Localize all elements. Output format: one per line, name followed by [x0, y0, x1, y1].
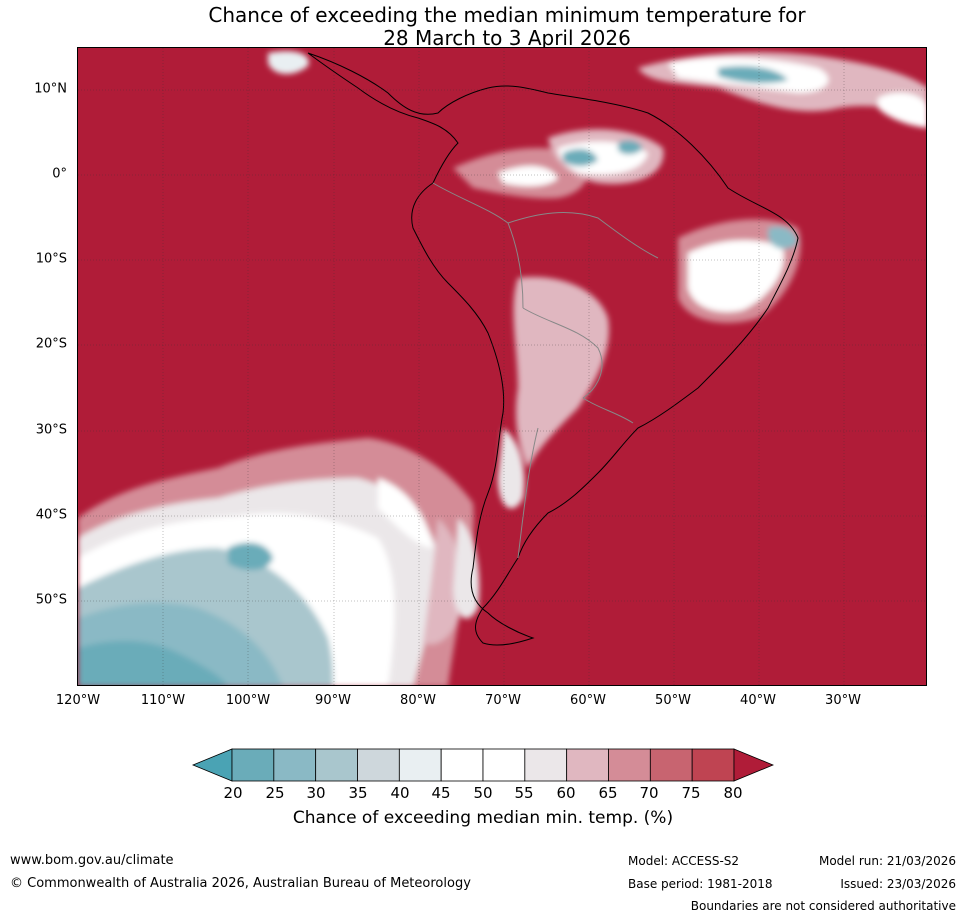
colorbar-bin	[691, 748, 735, 782]
disclaimer-text: Boundaries are not considered authoritat…	[690, 899, 956, 913]
colorbar-bin	[482, 748, 526, 782]
colorbar-arrow-low	[192, 748, 233, 782]
lat-label-50s: 50°S	[35, 592, 67, 608]
lon-label-70w: 70°W	[485, 693, 521, 708]
north-anomaly-patches	[268, 51, 926, 128]
lat-label-40s: 40°S	[35, 507, 67, 523]
colorbar-tick: 45	[431, 784, 451, 802]
colorbar-bin	[315, 748, 358, 782]
colorbar-tick: 30	[306, 784, 326, 802]
colorbar-title: Chance of exceeding median min. temp. (%…	[292, 808, 674, 828]
south-pacific-anomaly	[78, 438, 474, 685]
graticule	[78, 48, 926, 685]
colorbar-bin	[398, 748, 442, 782]
copyright-text: © Commonwealth of Australia 2026, Austra…	[10, 876, 471, 891]
lon-label-80w: 80°W	[400, 693, 436, 708]
colorbar-tick: 70	[639, 784, 659, 802]
colorbar-bin	[608, 748, 651, 782]
lat-label-30s: 30°S	[35, 422, 67, 438]
colorbar-bin	[273, 748, 317, 782]
lon-label-60w: 60°W	[570, 693, 606, 708]
base-period-text: Base period: 1981-2018	[628, 877, 773, 891]
title-line-1: Chance of exceeding the median minimum t…	[208, 3, 806, 27]
lon-label-90w: 90°W	[315, 693, 351, 708]
model-text: Model: ACCESS-S2	[628, 854, 740, 868]
colorbar	[192, 748, 774, 782]
colorbar-tick: 75	[681, 784, 701, 802]
colorbar-bin	[566, 748, 609, 782]
map-title: Chance of exceeding the median minimum t…	[77, 4, 937, 50]
lon-label-40w: 40°W	[740, 693, 776, 708]
title-line-2: 28 March to 3 April 2026	[383, 26, 631, 50]
lon-label-110w: 110°W	[140, 693, 186, 708]
lat-label-10s: 10°S	[35, 251, 67, 267]
coastline	[307, 52, 799, 646]
colorbar-tick: 35	[348, 784, 368, 802]
colorbar-tick: 60	[556, 784, 576, 802]
colorbar-tick: 65	[598, 784, 618, 802]
website-link[interactable]: www.bom.gov.au/climate	[10, 853, 174, 868]
lat-label-20s: 20°S	[35, 336, 67, 352]
colorbar-bin	[440, 748, 484, 782]
colorbar-bin	[524, 748, 568, 782]
lat-label-10n: 10°N	[34, 81, 67, 97]
colorbar-bin	[231, 748, 275, 782]
probability-map	[78, 48, 926, 685]
issued-text: Issued: 23/03/2026	[840, 877, 956, 891]
lon-label-120w: 120°W	[55, 693, 101, 708]
colorbar-bin	[649, 748, 693, 782]
lat-label-0: 0°	[52, 166, 67, 182]
colorbar-tick: 55	[514, 784, 534, 802]
colorbar-tick: 40	[390, 784, 410, 802]
map-panel[interactable]	[77, 47, 927, 686]
lon-label-50w: 50°W	[655, 693, 691, 708]
colorbar-tick: 50	[473, 784, 493, 802]
lon-label-100w: 100°W	[225, 693, 271, 708]
colorbar-tick: 80	[723, 784, 743, 802]
colorbar-tick: 20	[223, 784, 243, 802]
lon-label-30w: 30°W	[825, 693, 861, 708]
colorbar-arrow-high	[733, 748, 774, 782]
country-borders	[432, 182, 659, 559]
colorbar-tick: 25	[265, 784, 285, 802]
model-run-text: Model run: 21/03/2026	[818, 854, 956, 868]
colorbar-bin	[357, 748, 400, 782]
